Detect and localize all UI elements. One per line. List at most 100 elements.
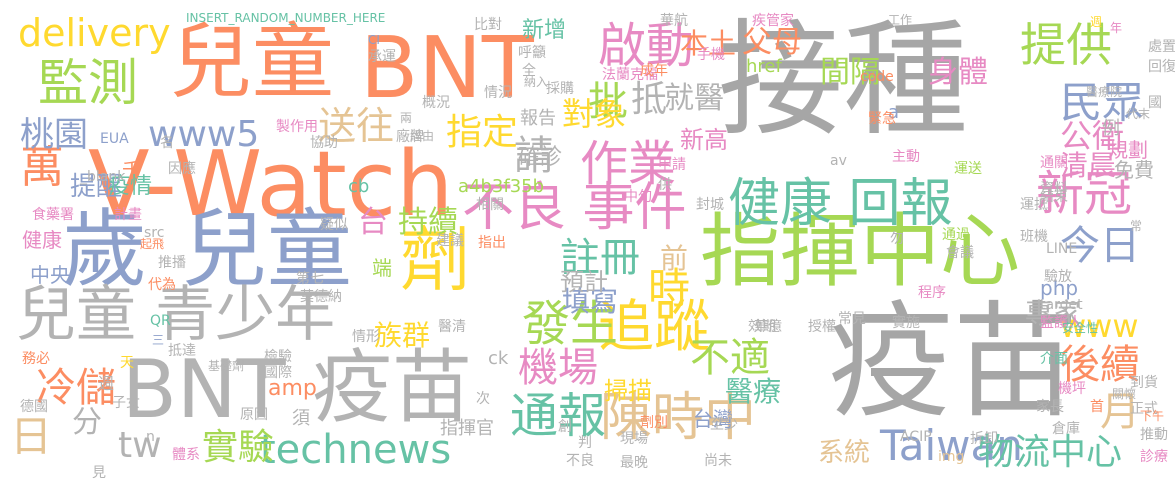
word-108: 概況 [422,95,450,111]
word-161: 驗放 [1044,269,1072,285]
word-72: 確診 [518,145,563,170]
word-41: 掃描 [604,377,652,405]
word-149: 莫德納 [300,289,342,305]
word-51: 桃園 [20,115,88,155]
word-12: 監測 [38,54,138,112]
word-134: 食藥署 [32,207,74,223]
word-198: n [146,429,155,445]
word-135: 計畫 [114,207,142,223]
word-169: 效期 [748,319,776,335]
word-156: 會議 [946,245,974,261]
word-86: a [888,102,900,123]
word-0: 接種 [718,8,968,153]
word-171: 介面 [1040,351,1068,367]
word-20: 健康 回報 [728,174,953,234]
word-15: 啟動 [598,18,695,74]
word-25: 陳時中 [600,388,757,448]
word-190: 判 [578,435,592,451]
word-141: QR [150,313,171,329]
word-88: 健康 [22,228,62,252]
word-82: 指揮官 [440,418,494,439]
word-193: 至少 [710,417,738,433]
word-34: 專家 [1025,297,1082,330]
word-195: 原因 [240,407,268,423]
word-123: av [830,153,847,169]
word-45: 實驗 [202,427,275,468]
word-160: 常 [1130,219,1143,233]
word-178: 下午 [1140,409,1165,423]
word-192: 次 [476,391,490,407]
word-4: BNT [360,19,534,118]
word-127: 供 [658,177,672,193]
word-94: 週 [1090,15,1103,29]
word-132: 封城 [696,197,724,213]
word-131: 資料 [1040,181,1068,197]
word-39: 預計 [560,268,608,296]
word-196: 德國 [20,399,48,415]
word-126: 申請 [658,157,686,173]
word-30: 物流中心 [978,432,1123,473]
word-164: 監護人 [1040,315,1082,331]
word-11: 劑 [400,219,470,301]
word-66: 父母 [742,25,802,60]
word-158: 班機 [1020,229,1048,245]
word-43: 台灣 [693,407,733,431]
word-152: 醫清 [438,319,466,335]
word-183: ACIP [900,429,932,445]
word-40: 前 [660,242,689,275]
word-114: 製作用 [276,119,318,135]
word-143: 抵達 [168,343,196,359]
word-31: www [1060,307,1139,345]
word-191: 創 [558,419,572,435]
word-76: 千 [122,158,142,182]
word-2: 指揮中心 [700,205,1020,298]
word-52: 提醒 [70,172,123,202]
word-38: 時 [648,264,691,313]
word-144: 務必 [22,351,50,367]
word-185: 尚未 [704,453,732,469]
word-24: 發生 [522,296,619,352]
word-64: 間隔 [820,55,880,90]
word-118: 名 [160,135,174,151]
word-121: 緊急 [868,111,896,127]
word-8: 兒童 青少年 [16,280,336,350]
word-47: 日 [10,412,53,461]
word-103: 國 [1148,95,1162,111]
word-55: 請 [514,133,554,179]
word-36: 註冊 [560,235,640,281]
word-84: 免費 [1114,158,1154,182]
word-10: 疫苗 [312,341,472,434]
word-168: 華億 [754,319,782,335]
word-186: 不良 [566,453,594,469]
word-102: 醫療院 [1086,85,1123,99]
word-133: 相關 [476,197,504,213]
word-46: 冷儲 [36,365,116,411]
word-42: 醫療 [725,375,782,408]
word-92: 疾管家 [752,13,794,29]
word-122: 主動 [892,149,920,165]
word-197: 子女 [112,395,140,411]
word-75: 疫情 [108,174,153,199]
word-107: 採購 [546,81,574,97]
word-28: technews [260,427,452,473]
word-63: 端 [372,256,392,280]
word-81: php [1040,276,1079,300]
word-74: 新高 [680,126,728,154]
word-157: 通過 [942,227,970,243]
word-35: 機場 [518,345,598,391]
word-26: 通報 [510,388,607,444]
word-148: 國際 [264,365,292,381]
word-73: 報告 [520,108,556,129]
word-23: 追蹤 [598,295,710,360]
word-22: 今日 [1060,223,1140,269]
word-111: 兩 [400,111,413,125]
word-109: 情況 [484,85,512,101]
word-138: 起飛 [140,237,165,251]
word-181: 倉庫 [1052,421,1080,437]
word-78: cb [348,176,370,197]
word-54: 指定 [446,112,519,153]
word-162: 程序 [918,285,946,301]
word-68: 清晨 [1060,149,1117,182]
word-116: 協助 [310,135,338,151]
